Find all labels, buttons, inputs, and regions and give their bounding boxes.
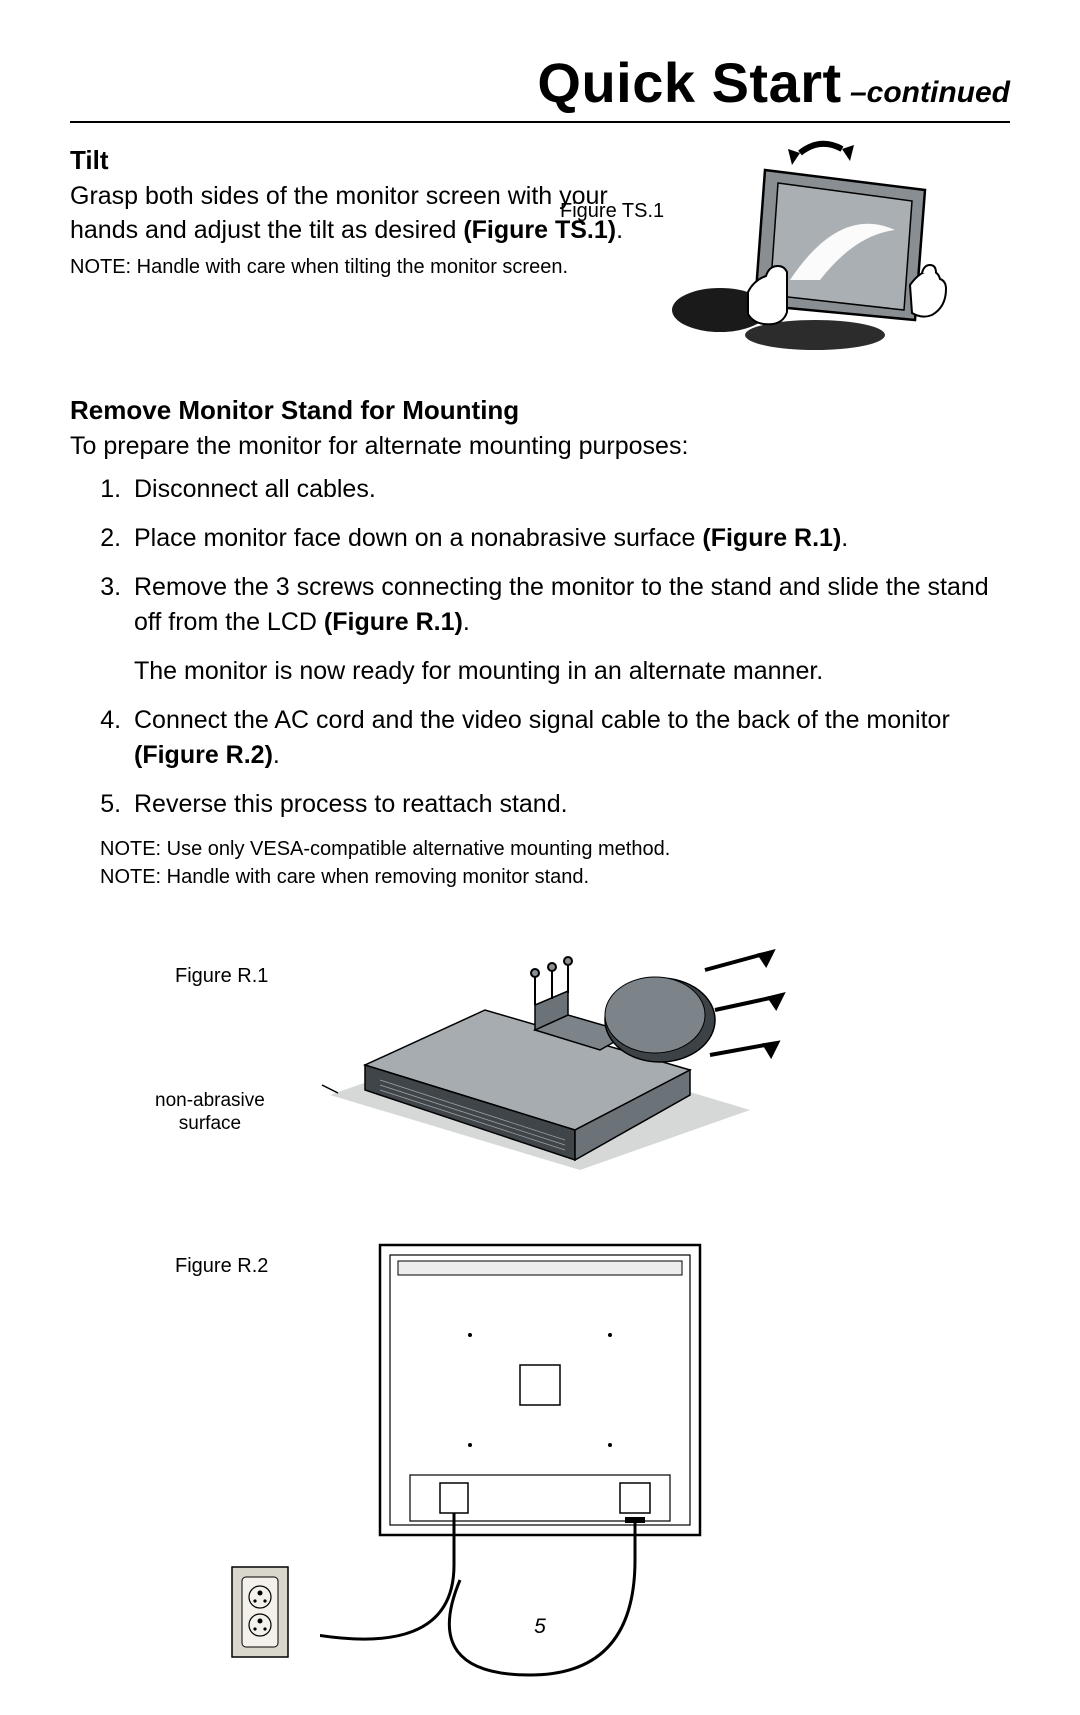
step-2-post: . bbox=[841, 524, 848, 552]
remove-heading: Remove Monitor Stand for Mounting bbox=[70, 395, 1010, 426]
remove-note-2: NOTE: Handle with care when removing mon… bbox=[100, 864, 1010, 890]
figure-ts1-svg bbox=[670, 135, 950, 365]
step-4-post: . bbox=[273, 741, 280, 769]
page-title-sub: –continued bbox=[842, 76, 1010, 109]
step-1-text: Disconnect all cables. bbox=[134, 475, 376, 503]
step-3: Remove the 3 screws connecting the monit… bbox=[128, 570, 1010, 689]
step-4-pre: Connect the AC cord and the video signal… bbox=[134, 706, 950, 734]
page-number: 5 bbox=[0, 1615, 1080, 1639]
figure-ts1-label: Figure TS.1 bbox=[560, 200, 664, 223]
figure-r1-sublabel: non-abrasive surface bbox=[155, 1090, 265, 1136]
step-3-pre: Remove the 3 screws connecting the monit… bbox=[134, 573, 989, 636]
tilt-section: Tilt Grasp both sides of the monitor scr… bbox=[70, 145, 1010, 365]
figure-r1: Figure R.1 non-abrasive surface bbox=[70, 915, 1010, 1225]
step-4-bold: (Figure R.2) bbox=[134, 741, 273, 769]
page-header: Quick Start –continued bbox=[70, 50, 1010, 123]
remove-note-1: NOTE: Use only VESA-compatible alternati… bbox=[100, 836, 1010, 862]
figure-ts1: Figure TS.1 bbox=[670, 135, 1010, 370]
page-title-main: Quick Start bbox=[537, 51, 841, 114]
step-2: Place monitor face down on a nonabrasive… bbox=[128, 521, 1010, 556]
step-2-pre: Place monitor face down on a nonabrasive… bbox=[134, 524, 702, 552]
step-5: Reverse this process to reattach stand. bbox=[128, 787, 1010, 822]
wall-outlet-icon bbox=[230, 1565, 290, 1660]
remove-intro: To prepare the monitor for alternate mou… bbox=[70, 430, 1010, 464]
remove-steps: Disconnect all cables. Place monitor fac… bbox=[100, 472, 1010, 822]
figure-r1-sub1: non-abrasive bbox=[155, 1090, 265, 1111]
step-3-post: . bbox=[463, 608, 470, 636]
figure-r2: Figure R.2 bbox=[70, 1235, 1010, 1715]
figure-r1-label: Figure R.1 bbox=[175, 965, 268, 988]
figure-r2-label: Figure R.2 bbox=[175, 1255, 268, 1278]
step-1: Disconnect all cables. bbox=[128, 472, 1010, 507]
step-3-bold: (Figure R.1) bbox=[324, 608, 463, 636]
figure-r1-sub2: surface bbox=[179, 1113, 241, 1134]
step-2-bold: (Figure R.1) bbox=[702, 524, 841, 552]
step-5-text: Reverse this process to reattach stand. bbox=[134, 790, 568, 818]
step-3-tail: The monitor is now ready for mounting in… bbox=[134, 657, 823, 685]
figure-r1-svg bbox=[320, 915, 800, 1205]
step-4: Connect the AC cord and the video signal… bbox=[128, 703, 1010, 773]
